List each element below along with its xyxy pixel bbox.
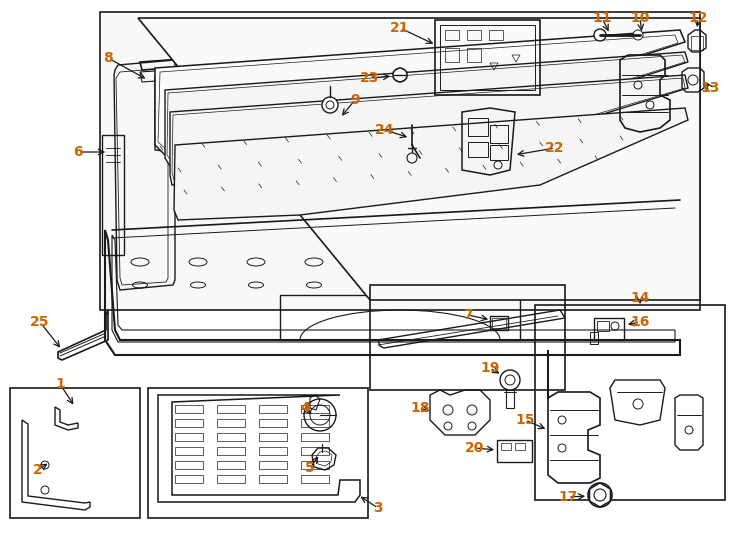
Bar	[175, 433, 203, 441]
Circle shape	[588, 483, 612, 507]
Bar	[467, 30, 481, 40]
Circle shape	[594, 29, 606, 41]
Bar	[445, 30, 459, 40]
Bar	[148, 388, 368, 518]
Circle shape	[500, 370, 520, 390]
Circle shape	[505, 375, 515, 385]
Polygon shape	[100, 12, 700, 310]
Text: 10: 10	[631, 11, 650, 25]
Text: 11: 11	[592, 11, 611, 25]
Bar	[175, 461, 203, 469]
Bar	[468, 118, 488, 136]
Circle shape	[326, 101, 334, 109]
Bar	[301, 405, 329, 413]
Bar	[440, 25, 535, 90]
Text: 16: 16	[631, 315, 650, 329]
Bar	[301, 475, 329, 483]
Bar	[259, 433, 287, 441]
Text: 14: 14	[631, 291, 650, 305]
Text: 12: 12	[688, 11, 708, 25]
Bar	[217, 433, 245, 441]
Polygon shape	[155, 30, 685, 155]
Bar	[492, 318, 506, 328]
Polygon shape	[170, 75, 688, 185]
Text: 6: 6	[73, 145, 83, 159]
Bar	[259, 447, 287, 455]
Text: 23: 23	[360, 71, 379, 85]
Text: 9: 9	[350, 93, 360, 107]
Bar	[175, 419, 203, 427]
Polygon shape	[174, 108, 688, 220]
Bar	[259, 461, 287, 469]
Text: 1: 1	[55, 377, 65, 391]
Bar	[217, 475, 245, 483]
Polygon shape	[138, 18, 700, 300]
Bar	[259, 475, 287, 483]
Bar	[590, 332, 598, 344]
Bar	[175, 405, 203, 413]
Text: 21: 21	[390, 21, 410, 35]
Bar	[497, 440, 532, 462]
Bar	[515, 443, 525, 450]
Text: 4: 4	[300, 401, 310, 415]
Text: 17: 17	[559, 490, 578, 504]
Text: 8: 8	[103, 51, 113, 65]
Bar	[217, 419, 245, 427]
Bar	[490, 316, 508, 330]
Text: 3: 3	[373, 501, 383, 515]
Bar	[217, 447, 245, 455]
Text: 22: 22	[545, 141, 564, 155]
Text: 15: 15	[515, 413, 535, 427]
Circle shape	[633, 30, 643, 40]
Text: 20: 20	[465, 441, 484, 455]
Text: 19: 19	[480, 361, 500, 375]
Bar	[259, 419, 287, 427]
Bar	[175, 447, 203, 455]
Bar	[490, 145, 508, 160]
Bar	[370, 285, 565, 390]
Bar	[594, 318, 624, 340]
Bar	[490, 125, 508, 143]
Polygon shape	[165, 52, 688, 166]
Bar	[468, 142, 488, 157]
Bar	[535, 305, 725, 500]
Bar	[301, 447, 329, 455]
Text: 13: 13	[700, 81, 720, 95]
Bar	[597, 321, 609, 331]
Text: 2: 2	[33, 463, 43, 477]
Circle shape	[393, 68, 407, 82]
Text: 25: 25	[30, 315, 50, 329]
Bar	[445, 48, 459, 62]
Bar	[10, 388, 140, 518]
Text: 7: 7	[463, 308, 473, 322]
Bar	[217, 405, 245, 413]
Bar	[217, 461, 245, 469]
Bar	[175, 475, 203, 483]
Bar	[301, 433, 329, 441]
Bar	[501, 443, 511, 450]
Bar	[301, 461, 329, 469]
Text: 5: 5	[305, 461, 315, 475]
Text: 24: 24	[375, 123, 395, 137]
Bar	[301, 419, 329, 427]
Bar	[102, 135, 124, 255]
Bar	[259, 405, 287, 413]
Bar	[691, 36, 703, 50]
Bar	[489, 30, 503, 40]
Text: 18: 18	[410, 401, 429, 415]
Circle shape	[322, 97, 338, 113]
Bar	[435, 20, 540, 95]
Bar	[467, 48, 481, 62]
